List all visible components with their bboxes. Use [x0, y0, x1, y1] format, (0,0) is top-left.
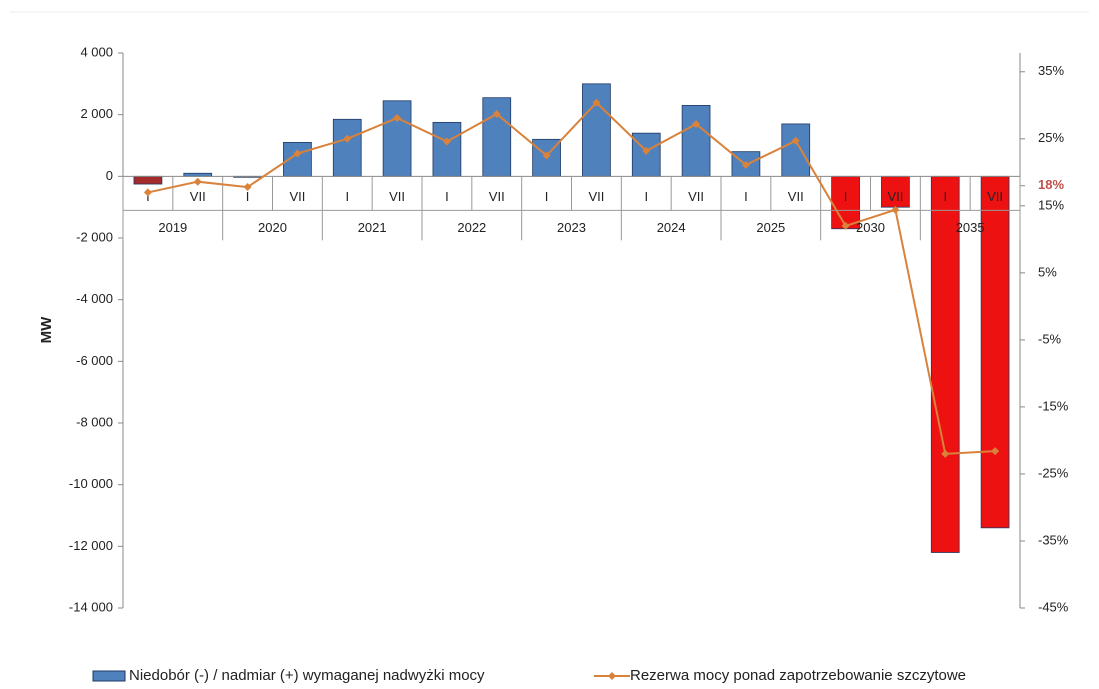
x-tick-label: VII [190, 189, 206, 204]
x-tick-label: I [644, 189, 648, 204]
bar [382, 100, 412, 177]
x-tick-label: I [844, 189, 848, 204]
y-tick-label: -2 000 [76, 229, 113, 244]
y-tick-label: -14 000 [69, 599, 113, 614]
marker [692, 120, 701, 129]
bar [133, 175, 163, 185]
y-axis-title: MW [38, 316, 55, 343]
x-tick-label: I [445, 189, 449, 204]
marker [841, 221, 850, 230]
bar [582, 83, 611, 177]
marker [293, 149, 302, 158]
marker [143, 188, 152, 197]
y2-tick-label: -35% [1038, 532, 1069, 547]
marker [791, 136, 800, 145]
legend-swatch [92, 670, 126, 682]
x-tick-label: VII [389, 189, 405, 204]
x-tick-label: VII [289, 189, 305, 204]
x-tick-label: I [246, 189, 250, 204]
group-label: 2030 [856, 220, 885, 235]
marker [343, 134, 352, 143]
y2-tick-label: 18% [1038, 177, 1064, 192]
y2-tick-label: 25% [1038, 130, 1064, 145]
marker [243, 183, 252, 192]
x-tick-label: VII [887, 189, 903, 204]
marker [542, 151, 551, 160]
y2-tick-label: -25% [1038, 465, 1069, 480]
group-label: 2022 [457, 220, 486, 235]
marker [741, 160, 750, 169]
group-label: 2035 [956, 220, 985, 235]
legend-marker [608, 672, 616, 680]
y2-tick-label: -45% [1038, 599, 1069, 614]
marker [941, 449, 950, 458]
y-tick-label: -6 000 [76, 353, 113, 368]
bar [332, 118, 362, 177]
x-tick-label: VII [688, 189, 704, 204]
bar [781, 123, 811, 177]
marker [393, 114, 402, 123]
marker [492, 109, 501, 118]
y-tick-label: -8 000 [76, 414, 113, 429]
group-label: 2021 [358, 220, 387, 235]
y2-tick-label: -15% [1038, 398, 1069, 413]
x-tick-label: I [943, 189, 947, 204]
group-label: 2019 [158, 220, 187, 235]
y-tick-label: 4 000 [80, 44, 113, 59]
y-tick-label: 2 000 [80, 106, 113, 121]
bar [980, 175, 1010, 529]
y2-tick-label: 5% [1038, 264, 1057, 279]
marker [193, 177, 202, 186]
x-tick-label: I [744, 189, 748, 204]
marker [991, 447, 1000, 456]
x-tick-label: VII [588, 189, 604, 204]
marker [642, 146, 651, 155]
y-tick-label: -12 000 [69, 538, 113, 553]
bar [681, 105, 711, 177]
y2-tick-label: 35% [1038, 63, 1064, 78]
y2-tick-label: -5% [1038, 331, 1062, 346]
group-label: 2024 [657, 220, 686, 235]
x-tick-label: I [545, 189, 549, 204]
bar [482, 97, 512, 177]
bar [432, 121, 462, 177]
group-label: 2025 [756, 220, 785, 235]
x-tick-label: I [345, 189, 349, 204]
y-tick-label: -4 000 [76, 291, 113, 306]
legend-label: Rezerwa mocy ponad zapotrzebowanie szczy… [630, 667, 966, 684]
x-tick-label: VII [788, 189, 804, 204]
group-label: 2020 [258, 220, 287, 235]
y-tick-label: -10 000 [69, 476, 113, 491]
x-tick-label: VII [987, 189, 1003, 204]
marker [592, 98, 601, 107]
marker [442, 137, 451, 146]
y-tick-label: 0 [106, 168, 113, 183]
line [147, 101, 996, 455]
legend-label: Niedobór (-) / nadmiar (+) wymaganej nad… [129, 667, 485, 684]
group-label: 2023 [557, 220, 586, 235]
x-tick-label: VII [489, 189, 505, 204]
y2-tick-label: 15% [1038, 197, 1064, 212]
marker [891, 205, 900, 214]
